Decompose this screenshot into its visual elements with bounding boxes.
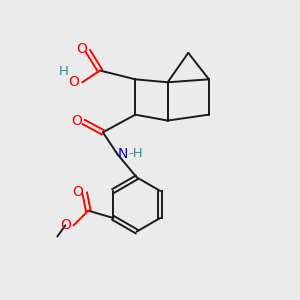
Text: O: O xyxy=(69,75,80,89)
Text: -H: -H xyxy=(129,147,143,160)
Text: N: N xyxy=(118,147,128,161)
Text: O: O xyxy=(72,184,83,199)
Text: O: O xyxy=(60,218,71,233)
Text: O: O xyxy=(76,42,87,56)
Text: H: H xyxy=(59,65,69,79)
Text: O: O xyxy=(71,114,82,128)
